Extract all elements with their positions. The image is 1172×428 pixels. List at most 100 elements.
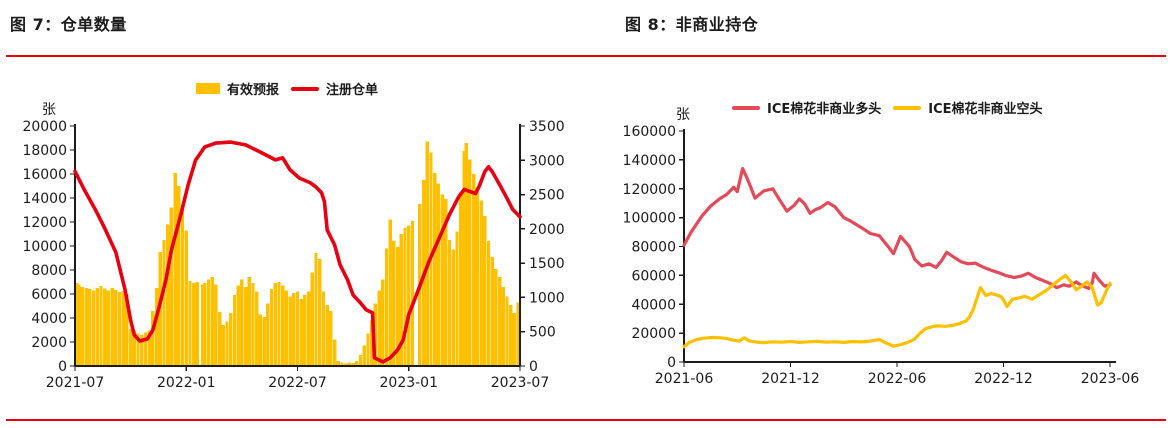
effective-forecast-bars-bar <box>358 355 363 366</box>
figure7-chart-canvas: 0200040006000800010000120001400016000180… <box>22 102 565 391</box>
y-left-tick-label: 40000 <box>631 297 676 313</box>
y-left-tick-label: 140000 <box>623 153 676 169</box>
effective-forecast-bars-bar <box>381 279 385 366</box>
effective-forecast-bars-bar <box>410 220 415 366</box>
effective-forecast-bars-bar <box>110 288 114 366</box>
x-tick-label: 2022-12 <box>974 371 1033 387</box>
legend-line-swatch-short <box>893 105 922 110</box>
y-right-tick-label: 0 <box>529 359 538 375</box>
effective-forecast-bars-bar <box>99 286 103 366</box>
effective-forecast-bars-bar <box>306 291 311 366</box>
figure7-legend: 有效预报 注册仓单 <box>196 79 390 98</box>
y-right-tick-label: 1500 <box>529 256 565 272</box>
y-left-tick-label: 20000 <box>22 119 67 135</box>
y-right-tick-label: 3000 <box>529 153 565 169</box>
effective-forecast-bars-bar <box>292 292 296 366</box>
effective-forecast-bars-bar <box>310 272 314 366</box>
effective-forecast-bars-bar <box>281 285 285 366</box>
effective-forecast-bars-bar <box>444 199 448 366</box>
effective-forecast-bars-bar <box>125 294 129 366</box>
figure8-legend: ICE棉花非商业多头 ICE棉花非商业空头 <box>732 98 1055 117</box>
legend-label-ice-short: ICE棉花非商业空头 <box>928 102 1043 117</box>
y-left-tick-label: 8000 <box>31 263 67 279</box>
legend-line-swatch <box>291 86 320 91</box>
effective-forecast-bars-bar <box>479 200 483 366</box>
x-tick-label: 2021-06 <box>655 371 714 387</box>
figure8-chart-canvas: 0 20000 40000 60000 80000 100000 120000 140000 1… <box>623 107 1140 387</box>
effective-forecast-bars-bar <box>451 249 455 366</box>
effective-forecast-bars-bar <box>143 332 148 366</box>
effective-forecast-bars-bar <box>377 290 381 366</box>
effective-forecast-bars-bar <box>77 284 81 366</box>
effective-forecast-bars-bar <box>180 205 185 366</box>
y-left-tick-label: 60000 <box>631 268 676 284</box>
effective-forecast-bars-bar <box>325 304 329 366</box>
effective-forecast-bars-bar <box>221 325 225 366</box>
effective-forecast-bars-bar <box>166 224 170 366</box>
effective-forecast-bars-bar <box>136 333 140 366</box>
effective-forecast-bars-bar <box>273 283 277 366</box>
legend-label-registered-warrants: 注册仓单 <box>326 83 379 98</box>
effective-forecast-bars-bar <box>132 331 136 366</box>
effective-forecast-bars-bar <box>355 361 359 366</box>
ice-cotton-noncommercial-long-line <box>682 166 1112 290</box>
effective-forecast-bars-bar <box>440 194 444 366</box>
effective-forecast-bars-bar <box>188 280 192 366</box>
effective-forecast-bars-bar <box>344 363 348 366</box>
y-right-tick-label: 2500 <box>529 188 565 204</box>
y-left-tick-label: 14000 <box>22 191 67 207</box>
y-left-tick-label: 16000 <box>22 167 67 183</box>
effective-forecast-bars-bar <box>84 288 88 366</box>
effective-forecast-bars-bar <box>392 241 396 366</box>
effective-forecast-bars-bar <box>151 310 155 366</box>
effective-forecast-bars-bar <box>147 330 151 366</box>
effective-forecast-bars-bar <box>195 282 200 366</box>
effective-forecast-bars-bar <box>169 207 174 366</box>
effective-forecast-bars-bar <box>483 216 487 366</box>
bar-data-gap <box>416 126 418 366</box>
y-left-tick-label: 0 <box>667 355 676 371</box>
effective-forecast-bars-bar <box>509 304 513 366</box>
effective-forecast-bars-bar <box>475 188 480 366</box>
effective-forecast-bars-bar <box>505 296 509 366</box>
y-left-tick-label: 0 <box>58 359 67 375</box>
effective-forecast-bars-bar <box>103 288 107 366</box>
effective-forecast-bars-bar <box>236 285 240 366</box>
bar-data-gap <box>199 126 202 366</box>
effective-forecast-bars-bar <box>258 314 263 366</box>
effective-forecast-bars-bar <box>340 362 344 366</box>
effective-forecast-bars-bar <box>269 289 274 366</box>
effective-forecast-bars-bar <box>388 219 392 366</box>
effective-forecast-bars-bar <box>318 259 322 366</box>
effective-forecast-bars-bar <box>114 289 118 366</box>
figure7-warehouse-receipts-chart: 有效预报 注册仓单 0 2000 4000 6000 8000 10000 12000 140… <box>0 70 586 400</box>
effective-forecast-bars-bar <box>384 248 389 366</box>
effective-forecast-bars-bar <box>471 174 476 366</box>
legend-label-ice-long: ICE棉花非商业多头 <box>767 102 882 117</box>
effective-forecast-bars-bar <box>497 277 502 366</box>
effective-forecast-bars-bar <box>95 288 99 366</box>
top-divider-line <box>6 55 1166 57</box>
effective-forecast-bars-bar <box>192 283 196 366</box>
effective-forecast-bars-bar <box>206 279 211 366</box>
legend-line-swatch-long <box>732 105 760 110</box>
effective-forecast-bars-bar <box>277 282 281 366</box>
effective-forecast-bars-bar <box>255 291 259 366</box>
effective-forecast-bars-bar <box>128 328 133 366</box>
x-tick-label: 2023-01 <box>380 375 439 391</box>
legend-bar-swatch <box>196 83 220 94</box>
x-tick-label: 2022-01 <box>157 375 216 391</box>
effective-forecast-bars-bar <box>403 228 407 366</box>
effective-forecast-bars-bar <box>247 277 251 366</box>
effective-forecast-bars-bar <box>321 291 326 366</box>
x-tick-label: 2022-07 <box>268 375 327 391</box>
effective-forecast-bars-bar <box>347 362 352 366</box>
effective-forecast-bars-bar <box>91 290 96 366</box>
effective-forecast-bars-bar <box>184 230 188 366</box>
effective-forecast-bars-bar <box>266 303 270 366</box>
bottom-divider-line <box>6 419 1166 421</box>
effective-forecast-bars-bar <box>262 316 266 366</box>
effective-forecast-bars-bar <box>362 345 366 366</box>
effective-forecast-bars-bar <box>486 241 491 366</box>
y-left-tick-label: 10000 <box>22 239 67 255</box>
